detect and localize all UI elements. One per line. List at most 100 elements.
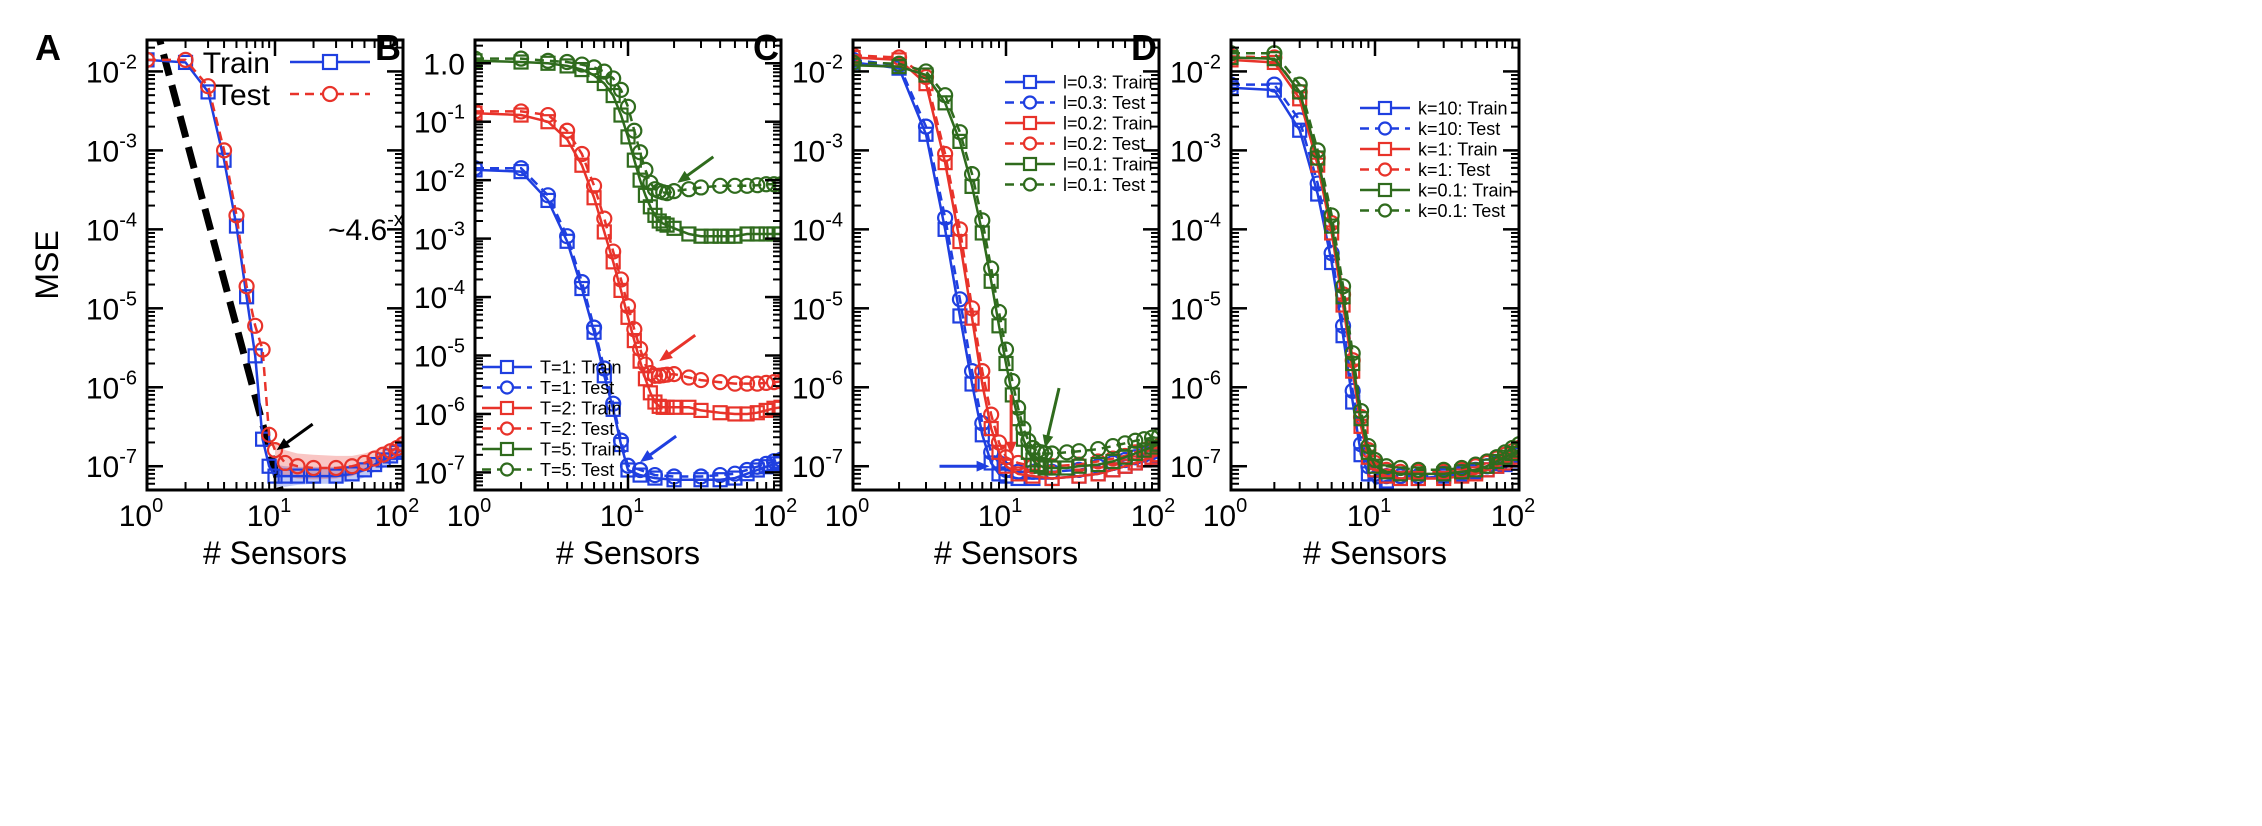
legend-marker [1022, 177, 1038, 192]
data-point [1344, 345, 1361, 362]
y-axis-label: MSE [29, 230, 65, 299]
data-point [1334, 317, 1352, 334]
data-point [596, 75, 612, 92]
plot-area [147, 40, 403, 490]
data-point [375, 446, 392, 463]
y-tick-label: 10-2 [1170, 51, 1221, 89]
data-point [512, 50, 530, 67]
data-point [573, 274, 591, 291]
data-point [1010, 466, 1026, 482]
series-t-1-test [475, 160, 781, 485]
legend-label: T=1: Test [540, 378, 614, 398]
data-point [1266, 51, 1282, 67]
legend-label: k=10: Train [1418, 98, 1508, 118]
legend-label: T=1: Train [540, 357, 622, 377]
data-point [574, 280, 590, 297]
data-point [200, 84, 216, 100]
data-point [853, 54, 862, 71]
data-point [1231, 45, 1240, 62]
data-point [974, 212, 991, 229]
data-point [596, 210, 613, 227]
panel-D: 100 101 102 10-7 10-6 10-5 10-4 10-3 10-2 # Senso… [1131, 27, 1535, 571]
legend-marker [1377, 100, 1393, 116]
data-point [758, 226, 774, 242]
data-point [1136, 442, 1152, 458]
legend-marker [499, 421, 515, 436]
data-point [239, 289, 255, 305]
x-tick-label: 100 [447, 495, 492, 533]
x-axis-label: # Sensors [1303, 535, 1447, 571]
data-point [574, 157, 590, 173]
series-line [853, 54, 1159, 468]
legend-marker [499, 441, 515, 457]
data-point [605, 70, 622, 87]
data-point [1510, 436, 1519, 453]
data-point [1104, 437, 1122, 455]
series-t-2-test [475, 103, 781, 392]
data-point [266, 442, 284, 459]
data-point [327, 459, 345, 477]
data-point [646, 466, 664, 484]
data-point [1150, 428, 1159, 445]
data-point [612, 271, 630, 288]
data-point [937, 155, 953, 171]
data-point [637, 356, 654, 373]
data-point [475, 103, 484, 120]
data-point [228, 218, 245, 234]
legend-label: l=0.3: Test [1063, 93, 1145, 113]
data-point [739, 226, 755, 242]
data-point [289, 458, 306, 475]
y-tick-label: 10-3 [414, 219, 465, 257]
legend-marker [1377, 141, 1393, 157]
data-point [1309, 142, 1326, 159]
legend-marker [1377, 182, 1393, 198]
y-tick-label: 10-2 [792, 51, 843, 89]
x-axis-label: # Sensors [556, 535, 700, 571]
data-point [738, 177, 756, 194]
data-point [619, 98, 637, 115]
data-point [693, 402, 709, 419]
legend-label: l=0.2: Test [1063, 134, 1145, 154]
data-point [367, 456, 383, 473]
legend-marker [1022, 136, 1038, 151]
data-point [605, 243, 622, 260]
y-tick-label: 10-3 [1170, 130, 1221, 168]
series-t-5-train [475, 53, 781, 244]
data-point [680, 369, 697, 386]
y-tick-label: 10-3 [792, 130, 843, 168]
legend-marker [499, 400, 515, 416]
data-point [585, 177, 603, 194]
data-point [692, 371, 710, 389]
data-point [1488, 449, 1505, 466]
data-point [261, 426, 278, 443]
data-point [632, 144, 649, 161]
data-point [646, 367, 664, 384]
data-point [619, 298, 637, 315]
data-point [951, 221, 969, 238]
data-point [289, 468, 306, 484]
data-point [573, 145, 591, 163]
x-tick-label: 100 [1203, 495, 1248, 533]
data-point [586, 190, 602, 206]
legend-label: l=0.3: Train [1063, 72, 1153, 92]
data-point [642, 385, 658, 401]
x-tick-label: 102 [375, 495, 420, 533]
data-point [758, 455, 775, 472]
data-point [1335, 289, 1351, 305]
legend-label: k=0.1: Test [1418, 201, 1505, 221]
x-tick-label: 100 [825, 495, 870, 533]
data-point [937, 145, 954, 163]
data-point [1291, 76, 1308, 93]
data-point [951, 124, 969, 141]
data-point [585, 59, 603, 76]
x-tick-label: 101 [247, 495, 292, 533]
data-point [651, 213, 667, 229]
y-tick-label: 10-3 [86, 130, 137, 168]
data-point [247, 317, 264, 334]
y-tick-label: 10-7 [1170, 446, 1221, 484]
data-point [712, 405, 728, 421]
y-tick-label: 10-4 [792, 209, 843, 247]
data-point [749, 458, 766, 475]
arrow-head [677, 170, 691, 183]
data-point [749, 375, 766, 392]
